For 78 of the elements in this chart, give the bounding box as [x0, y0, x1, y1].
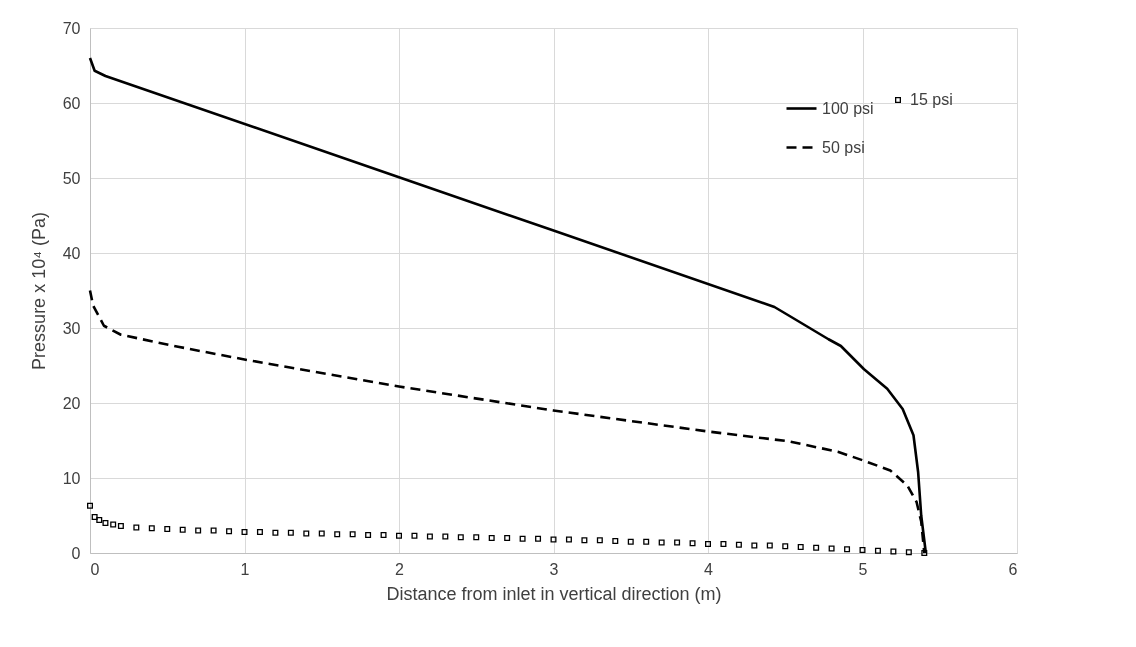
point	[210, 527, 217, 534]
point	[550, 536, 557, 543]
point	[349, 531, 356, 538]
x-tick-label: 1	[240, 560, 250, 578]
point	[689, 540, 696, 547]
point	[720, 541, 727, 547]
point	[87, 502, 93, 509]
x-tick-label: 5	[858, 560, 868, 578]
y-tick-label: 20	[62, 394, 81, 412]
y-tick-label: 30	[62, 319, 81, 337]
legend-label: 50 psi	[822, 138, 865, 156]
point	[102, 520, 109, 526]
point	[457, 534, 464, 541]
x-tick-label: 0	[90, 560, 100, 578]
point	[859, 547, 866, 553]
point	[287, 529, 294, 536]
point	[334, 531, 341, 538]
point	[365, 532, 372, 538]
point	[627, 538, 634, 545]
x-tick-label: 4	[704, 560, 714, 578]
point	[303, 530, 310, 537]
point	[766, 542, 773, 549]
point	[844, 546, 851, 553]
point	[751, 542, 758, 549]
y-tick-label: 0	[71, 544, 81, 562]
point	[504, 535, 511, 541]
point	[488, 535, 495, 541]
point	[91, 514, 98, 520]
y-tick-label: 70	[62, 19, 81, 37]
y-tick-label: 10	[62, 469, 81, 487]
point	[226, 528, 233, 535]
y-tick-label: 60	[62, 94, 81, 112]
point	[674, 539, 681, 546]
x-axis-title: Distance from inlet in vertical direction (m)	[386, 583, 722, 604]
point	[874, 547, 881, 554]
point	[133, 524, 140, 531]
point	[195, 527, 202, 534]
point	[813, 544, 820, 551]
legend-label: 15 psi	[910, 91, 953, 108]
x-tick-label: 2	[395, 560, 405, 578]
point	[179, 526, 186, 533]
point	[921, 550, 928, 556]
point	[164, 526, 171, 532]
point	[797, 544, 804, 550]
point	[519, 535, 526, 542]
point	[658, 539, 665, 546]
point	[442, 533, 449, 540]
point	[148, 525, 155, 532]
point	[565, 536, 572, 543]
y-axis-title: Pressure x 10⁴ (Pa)	[28, 212, 49, 370]
point	[890, 548, 897, 555]
x-tick-label: 3	[549, 560, 559, 578]
point	[411, 532, 418, 539]
point	[735, 541, 742, 548]
point	[380, 532, 387, 538]
point	[581, 537, 588, 544]
point	[272, 529, 279, 536]
point	[782, 543, 789, 550]
point	[612, 538, 619, 544]
x-tick-label: 6	[1008, 560, 1018, 578]
point	[241, 529, 248, 535]
point	[96, 517, 103, 523]
point	[705, 541, 711, 547]
point	[535, 535, 542, 542]
point	[905, 549, 912, 556]
point	[828, 545, 835, 552]
y-tick-label: 40	[62, 244, 81, 262]
point	[396, 532, 402, 539]
legend-label: 100 psi	[822, 99, 874, 117]
point	[318, 530, 325, 537]
point	[473, 534, 480, 541]
point	[110, 521, 117, 528]
point	[117, 523, 124, 529]
point	[643, 538, 650, 545]
point	[426, 533, 433, 540]
point	[256, 529, 263, 535]
y-tick-label: 50	[62, 169, 81, 187]
point	[596, 537, 603, 544]
